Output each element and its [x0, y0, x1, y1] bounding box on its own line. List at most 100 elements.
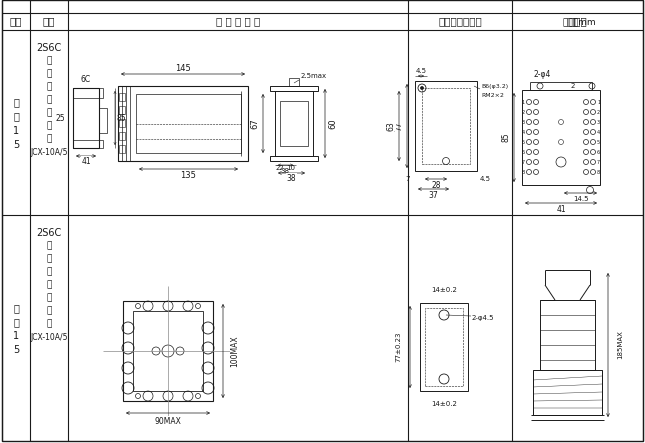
Text: 前: 前 — [46, 294, 52, 303]
Text: 2-φ4: 2-φ4 — [533, 70, 551, 78]
Text: 线: 线 — [46, 135, 52, 144]
Text: 式: 式 — [46, 268, 52, 276]
Bar — [422, 88, 470, 164]
Text: 凸: 凸 — [46, 57, 52, 66]
Text: 5: 5 — [13, 140, 19, 149]
Text: 2: 2 — [522, 109, 525, 114]
Text: 6C: 6C — [81, 74, 91, 83]
Text: 凸: 凸 — [46, 241, 52, 250]
Text: 4: 4 — [597, 129, 600, 135]
Text: 5: 5 — [13, 345, 19, 355]
Text: 3: 3 — [597, 120, 600, 124]
Text: 7: 7 — [406, 176, 410, 182]
Text: 1: 1 — [522, 100, 525, 105]
Text: 图: 图 — [13, 317, 19, 327]
Bar — [280, 101, 308, 146]
Bar — [270, 156, 318, 161]
Text: 2: 2 — [571, 83, 575, 89]
Bar — [540, 300, 595, 370]
Text: 85: 85 — [502, 133, 510, 142]
Text: 板: 板 — [46, 96, 52, 105]
Text: 出: 出 — [46, 254, 52, 264]
Text: 7: 7 — [597, 159, 600, 164]
Text: 67: 67 — [250, 118, 259, 129]
Text: 板: 板 — [46, 280, 52, 289]
Text: 2S6C: 2S6C — [36, 43, 62, 53]
Bar — [99, 108, 107, 133]
Bar — [289, 78, 299, 86]
Text: 1: 1 — [597, 100, 600, 105]
Text: 63: 63 — [386, 121, 395, 131]
Text: 附: 附 — [13, 303, 19, 313]
Text: 145: 145 — [175, 63, 191, 73]
Text: 2: 2 — [597, 109, 600, 114]
Text: RM2×2: RM2×2 — [481, 93, 504, 97]
Text: 22: 22 — [275, 165, 284, 171]
Text: B6(φ3.2): B6(φ3.2) — [481, 83, 508, 89]
Bar — [118, 86, 248, 161]
Text: 41: 41 — [556, 205, 566, 214]
Bar — [73, 88, 103, 98]
Bar — [73, 140, 103, 148]
Circle shape — [421, 86, 424, 89]
Text: 4: 4 — [522, 129, 525, 135]
Text: 线: 线 — [46, 319, 52, 329]
Bar — [270, 86, 318, 91]
Bar — [73, 88, 99, 148]
Text: 5: 5 — [522, 140, 525, 144]
Text: 77±0.23: 77±0.23 — [395, 332, 401, 362]
Bar — [275, 91, 313, 156]
Text: 14.5: 14.5 — [573, 196, 588, 202]
Bar — [119, 93, 125, 101]
Text: 37: 37 — [429, 190, 439, 199]
Text: 77: 77 — [395, 121, 404, 131]
Text: 接: 接 — [46, 307, 52, 315]
Bar — [119, 106, 125, 114]
Bar — [119, 145, 125, 153]
Text: 1: 1 — [13, 125, 19, 136]
Bar — [533, 370, 602, 415]
Text: 2.5max: 2.5max — [301, 73, 327, 79]
Text: 3: 3 — [522, 120, 525, 124]
Bar — [136, 94, 241, 153]
Text: 8: 8 — [522, 170, 525, 175]
Text: 4.5: 4.5 — [415, 68, 426, 74]
Text: JCX-10A/5: JCX-10A/5 — [30, 148, 68, 156]
Text: JCX-10A/5: JCX-10A/5 — [30, 333, 68, 342]
Text: 结构: 结构 — [43, 16, 55, 27]
Bar — [123, 301, 213, 401]
Text: 7: 7 — [522, 159, 525, 164]
Text: 41: 41 — [81, 156, 91, 166]
Text: 6: 6 — [522, 149, 525, 155]
Bar — [420, 303, 468, 391]
Text: 185MAX: 185MAX — [617, 330, 623, 359]
Text: 8: 8 — [597, 170, 600, 175]
Text: 4.5: 4.5 — [480, 176, 491, 182]
Text: 2-φ4.5: 2-φ4.5 — [472, 315, 495, 321]
Text: 14±0.2: 14±0.2 — [431, 401, 457, 407]
Text: 6: 6 — [597, 149, 600, 155]
Text: 28: 28 — [432, 180, 441, 190]
Text: 单位：mm: 单位：mm — [562, 19, 596, 27]
Text: 2S6C: 2S6C — [36, 228, 62, 238]
Text: 外 形 尺 寸 图: 外 形 尺 寸 图 — [216, 16, 260, 27]
Text: 出: 出 — [46, 70, 52, 78]
Bar — [425, 308, 463, 386]
Text: 60: 60 — [328, 118, 337, 129]
Text: 38: 38 — [286, 174, 296, 183]
Text: 14±0.2: 14±0.2 — [431, 287, 457, 293]
Text: 10: 10 — [286, 165, 295, 171]
Text: 85: 85 — [116, 113, 126, 123]
Text: 式: 式 — [46, 82, 52, 92]
Text: 135: 135 — [181, 171, 197, 179]
Text: 100MAX: 100MAX — [230, 335, 239, 367]
Bar — [119, 132, 125, 140]
Text: 5: 5 — [597, 140, 600, 144]
Bar — [415, 81, 477, 171]
Text: 图: 图 — [13, 112, 19, 121]
Text: 安装开孔尺寸图: 安装开孔尺寸图 — [438, 16, 482, 27]
Text: 25: 25 — [55, 113, 65, 123]
Text: 附: 附 — [13, 97, 19, 108]
Text: 图号: 图号 — [10, 16, 22, 27]
Text: 端子图: 端子图 — [568, 16, 587, 27]
